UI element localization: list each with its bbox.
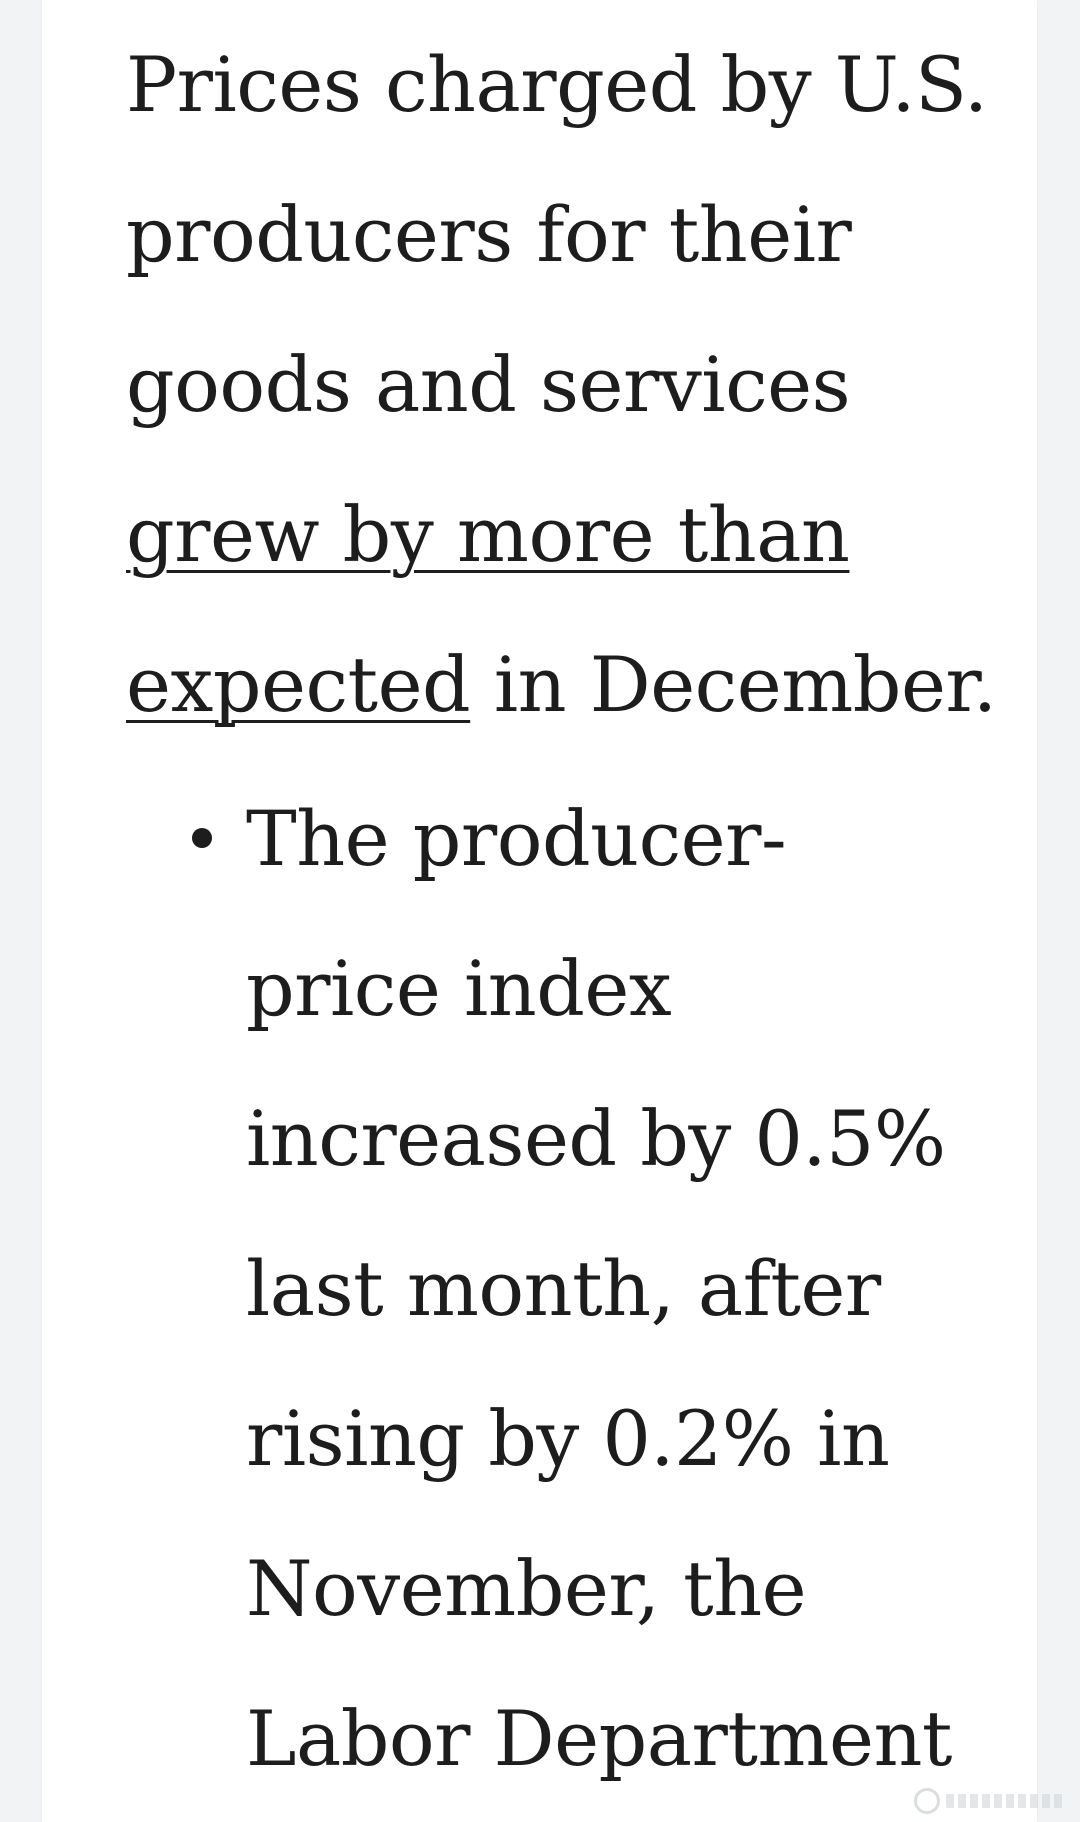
- bullet-line-1: The producer-: [246, 794, 787, 883]
- bullet-line-3: increased by 0.5%: [246, 1094, 946, 1183]
- lead-paragraph: Prices charged by U.S. producers for the…: [126, 10, 1006, 760]
- expected-link-part-2[interactable]: expected: [126, 640, 471, 729]
- article-card: Prices charged by U.S. producers for the…: [42, 0, 1037, 1822]
- lead-line-1: Prices charged by U.S.: [126, 40, 988, 129]
- list-item: The producer- price index increased by 0…: [126, 764, 1006, 1814]
- watermark-text-graphic: [946, 1794, 1064, 1808]
- article-body: Prices charged by U.S. producers for the…: [126, 10, 1006, 1814]
- bullet-list: The producer- price index increased by 0…: [126, 764, 1006, 1814]
- watermark-logo-icon: [914, 1786, 1064, 1816]
- watermark-mark-icon: [914, 1788, 940, 1814]
- lead-line-4: grew by more than: [126, 460, 1006, 610]
- lead-line-3: goods and services: [126, 340, 851, 429]
- bullet-line-5: rising by 0.2% in: [246, 1394, 890, 1483]
- lead-line-2: producers for their: [126, 190, 852, 279]
- lead-line-5-text: in December.: [470, 640, 997, 729]
- bullet-dot-icon: [192, 828, 212, 848]
- lead-line-5: expected in December.: [126, 610, 1006, 760]
- bullet-line-4: last month, after: [246, 1244, 881, 1333]
- expected-link-part-1[interactable]: grew by more than: [126, 490, 850, 579]
- bullet-line-6: November, the: [246, 1544, 807, 1633]
- bullet-line-2: price index: [246, 944, 672, 1033]
- bullet-line-7: Labor Department: [246, 1694, 952, 1783]
